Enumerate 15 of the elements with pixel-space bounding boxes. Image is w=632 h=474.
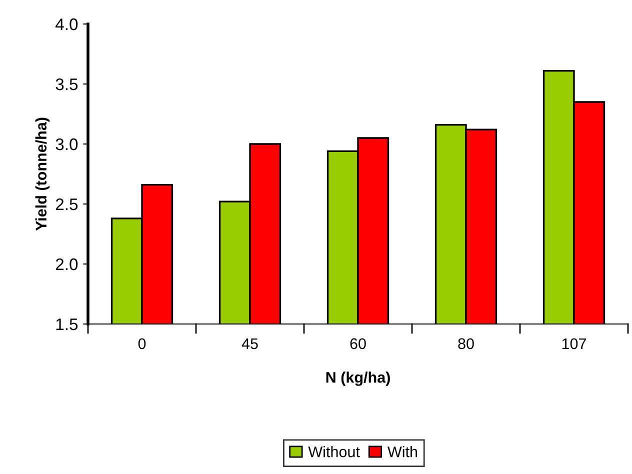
y-tick-label: 3.0 <box>56 138 78 150</box>
x-axis-title: N (kg/ha) <box>326 372 390 386</box>
x-tick-label: 0 <box>138 338 146 350</box>
y-tick-label: 2.5 <box>56 198 78 210</box>
legend-label: With <box>388 446 418 458</box>
x-tick-label: 107 <box>562 338 586 350</box>
legend-label: Without <box>308 446 360 458</box>
x-tick-label: 60 <box>350 338 366 350</box>
y-axis-title: Yield (tonne/ha) <box>35 118 50 231</box>
x-tick-label: 80 <box>458 338 474 350</box>
y-tick-label: 2.0 <box>56 258 78 270</box>
y-tick-label: 1.5 <box>56 318 78 330</box>
y-tick-label: 3.5 <box>56 78 78 90</box>
y-tick-label: 4.0 <box>55 18 78 30</box>
x-tick-label: 45 <box>242 338 258 350</box>
